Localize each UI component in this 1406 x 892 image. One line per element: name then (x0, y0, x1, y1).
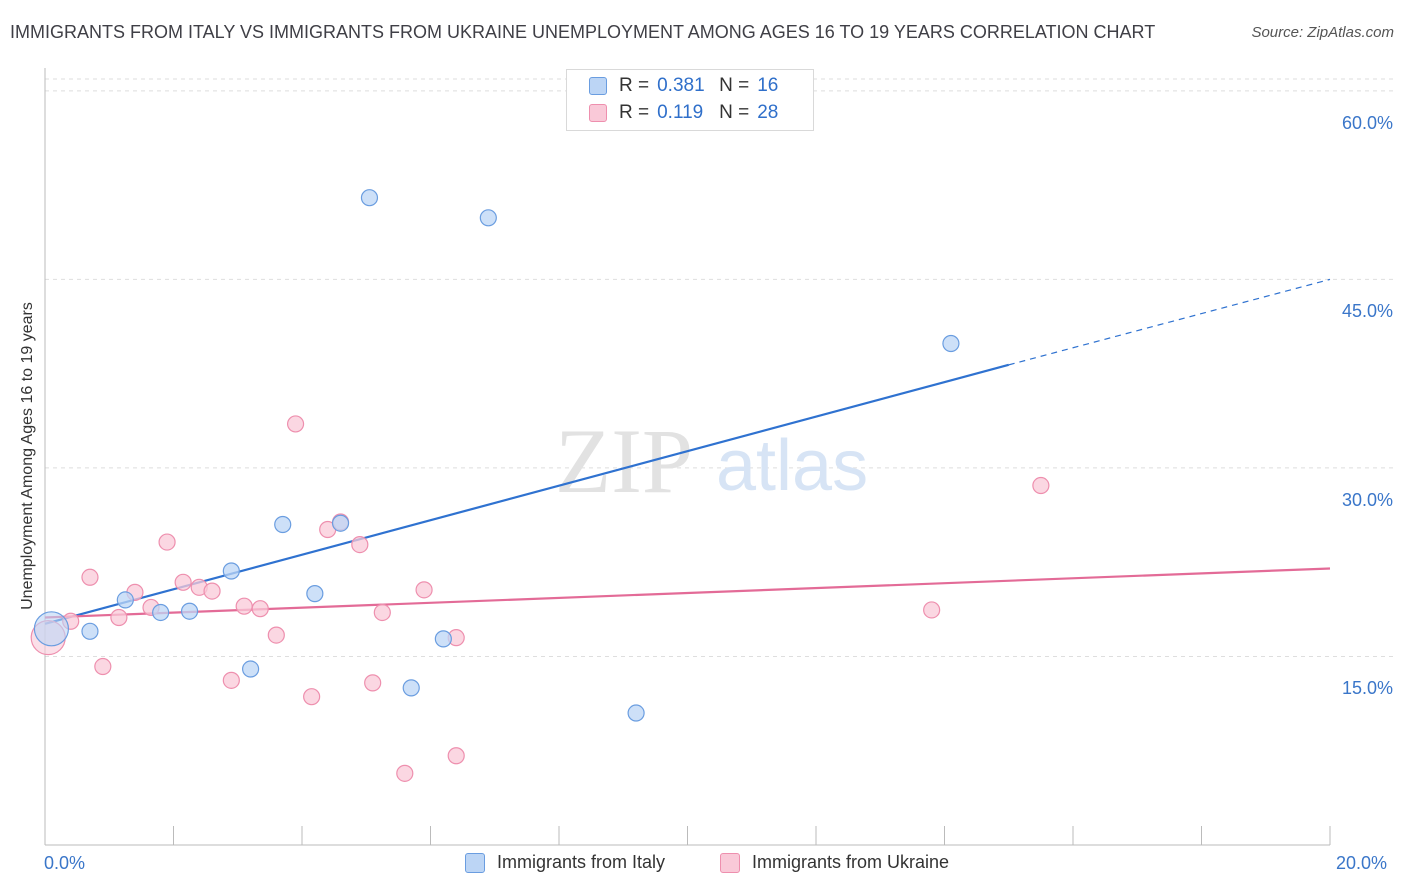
italy-point-1 (81, 622, 99, 640)
ukraine-point-2 (81, 568, 99, 586)
x-tick-label-min: 0.0% (44, 853, 86, 873)
axes (44, 68, 1331, 846)
italy-point-0 (33, 611, 70, 647)
ukraine-point-27 (1032, 476, 1050, 495)
italy-point-15 (942, 334, 960, 353)
italy-point-11 (402, 679, 420, 697)
legend-item-ukraine[interactable]: Immigrants from Ukraine (720, 852, 949, 873)
italy-point-7 (274, 515, 292, 534)
watermark-zip: ZIP (555, 410, 693, 512)
source-label: Source: ZipAtlas.com (1251, 24, 1394, 41)
italy-swatch (589, 77, 607, 95)
ukraine-point-26 (923, 601, 941, 619)
legend-item-italy[interactable]: Immigrants from Italy (465, 852, 665, 873)
y-tick-label: 60.0% (1341, 112, 1393, 133)
y-tick-label: 15.0% (1341, 678, 1393, 699)
y-tick-label: 30.0% (1341, 489, 1393, 510)
r-label: R = (619, 102, 650, 123)
ukraine-point-7 (158, 533, 176, 551)
ukraine-point-10 (203, 582, 221, 600)
ukraine-point-12 (235, 597, 253, 615)
r-label: R = (619, 75, 650, 96)
ukraine-point-3 (94, 657, 112, 676)
series-legend: Immigrants from Italy Immigrants from Uk… (0, 852, 1406, 878)
italy-legend-swatch (465, 852, 485, 873)
stats-row-italy: R = 0.381 N = 16 (589, 74, 778, 98)
n-label: N = (719, 75, 750, 96)
ukraine-point-21 (373, 603, 391, 622)
italy-point-5 (222, 562, 240, 580)
italy-point-14 (627, 704, 645, 722)
italy-trend-solid (44, 363, 1010, 625)
r-value: 0.381 (657, 75, 705, 96)
r-value: 0.119 (657, 102, 704, 123)
italy-point-9 (331, 514, 350, 532)
ukraine-point-14 (267, 626, 285, 644)
ukraine-point-22 (396, 764, 414, 782)
ukraine-point-11 (222, 671, 240, 689)
ukraine-point-8 (174, 573, 192, 591)
ukraine-point-23 (415, 581, 433, 599)
italy-point-2 (116, 591, 134, 609)
italy-trend-dashed (1008, 278, 1331, 366)
ukraine-point-16 (303, 688, 321, 706)
legend-label-ukraine: Immigrants from Ukraine (752, 852, 950, 872)
italy-point-13 (479, 209, 497, 227)
italy-point-6 (242, 660, 260, 678)
x-tick-label-max: 20.0% (1336, 853, 1388, 873)
stats-row-ukraine: R = 0.119 N = 28 (589, 101, 778, 125)
ukraine-point-13 (251, 600, 269, 618)
chart-title: IMMIGRANTS FROM ITALY VS IMMIGRANTS FROM… (10, 22, 1156, 42)
n-value: 16 (757, 75, 779, 96)
ukraine-point-15 (286, 415, 305, 433)
ukraine-point-19 (351, 535, 369, 554)
stats-legend: R = 0.381 N = 16 R = 0.119 N = 28 (566, 69, 814, 131)
watermark-atlas: atlas (716, 426, 868, 506)
italy-trendline (44, 278, 1331, 625)
n-label: N = (719, 102, 750, 123)
italy-points (33, 189, 960, 722)
ukraine-point-4 (110, 608, 128, 627)
italy-point-4 (180, 602, 199, 620)
ukraine-point-25 (447, 747, 465, 765)
ukraine-point-20 (364, 674, 382, 692)
y-tick-label: 45.0% (1341, 301, 1393, 322)
italy-point-8 (306, 585, 324, 603)
ukraine-legend-swatch (720, 852, 740, 873)
n-value: 28 (757, 102, 779, 123)
italy-point-10 (360, 189, 379, 207)
ukraine-swatch (589, 104, 607, 122)
italy-point-3 (152, 603, 170, 622)
legend-label-italy: Immigrants from Italy (497, 852, 666, 872)
italy-point-12 (434, 630, 452, 648)
